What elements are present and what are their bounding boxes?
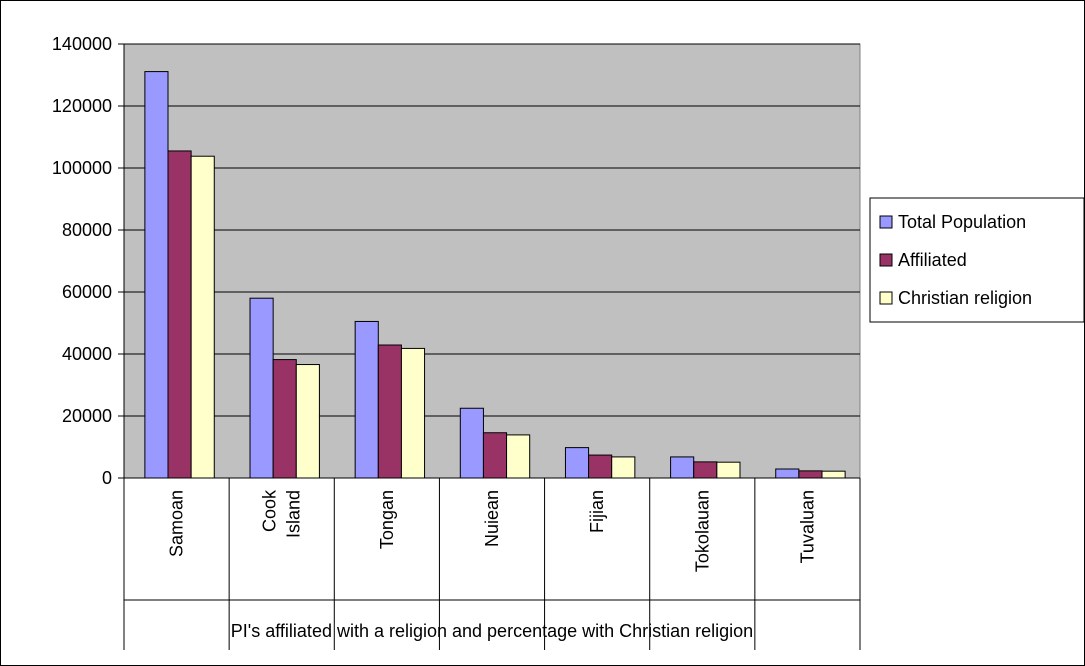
y-tick-label: 100000	[52, 158, 112, 178]
y-tick-label: 60000	[62, 282, 112, 302]
x-category-label: Tuvaluan	[797, 490, 817, 563]
bar	[482, 432, 508, 479]
legend-label: Total Population	[898, 212, 1026, 232]
x-category-label: Samoan	[167, 490, 187, 557]
bar	[167, 150, 192, 479]
bar	[821, 470, 846, 479]
bars	[144, 71, 846, 479]
legend-swatch	[879, 291, 893, 305]
y-tick-label: 120000	[52, 96, 112, 116]
x-category-label: Tongan	[377, 490, 397, 549]
bar	[249, 297, 274, 479]
gridlines	[124, 43, 860, 417]
y-tick-label: 80000	[62, 220, 112, 240]
x-category-label: Fijian	[587, 490, 607, 533]
plot-area	[123, 43, 861, 479]
x-category-label: Tokolauan	[692, 490, 712, 572]
bar	[354, 320, 379, 479]
bar	[611, 456, 636, 479]
bar	[459, 407, 484, 479]
legend-swatch	[879, 215, 893, 229]
bar	[564, 447, 590, 479]
x-category-label: Island	[284, 490, 304, 538]
x-axis: Samoan Cook Island Tongan Nuiean Fijian Tokola…	[123, 477, 861, 650]
bar	[693, 461, 718, 479]
legend: Total Population Affiliated Christian reli…	[869, 197, 1085, 323]
x-category-label: Cook	[260, 489, 280, 532]
y-tick-label: 140000	[52, 34, 112, 54]
bar	[190, 155, 215, 479]
bar	[272, 359, 297, 479]
legend-label: Christian religion	[898, 288, 1032, 308]
bar	[144, 71, 169, 479]
bar	[588, 454, 613, 479]
y-tick-label: 0	[102, 468, 112, 488]
legend-swatch	[879, 253, 893, 267]
bar	[798, 470, 823, 479]
bar	[775, 468, 800, 479]
bar	[716, 461, 741, 479]
x-category-label: Nuiean	[482, 490, 502, 547]
bar	[400, 347, 426, 479]
bar	[506, 434, 531, 479]
bar	[670, 456, 695, 479]
bar	[377, 344, 402, 479]
legend-label: Affiliated	[898, 250, 967, 270]
bar	[295, 364, 320, 479]
x-axis-title: PI's affiliated with a religion and perc…	[231, 621, 753, 641]
legend-box	[869, 197, 1085, 323]
y-tick-label: 20000	[62, 406, 112, 426]
y-tick-label: 40000	[62, 344, 112, 364]
y-axis: 0 20000 40000 60000 80000 100000 120000 140000	[52, 34, 125, 488]
